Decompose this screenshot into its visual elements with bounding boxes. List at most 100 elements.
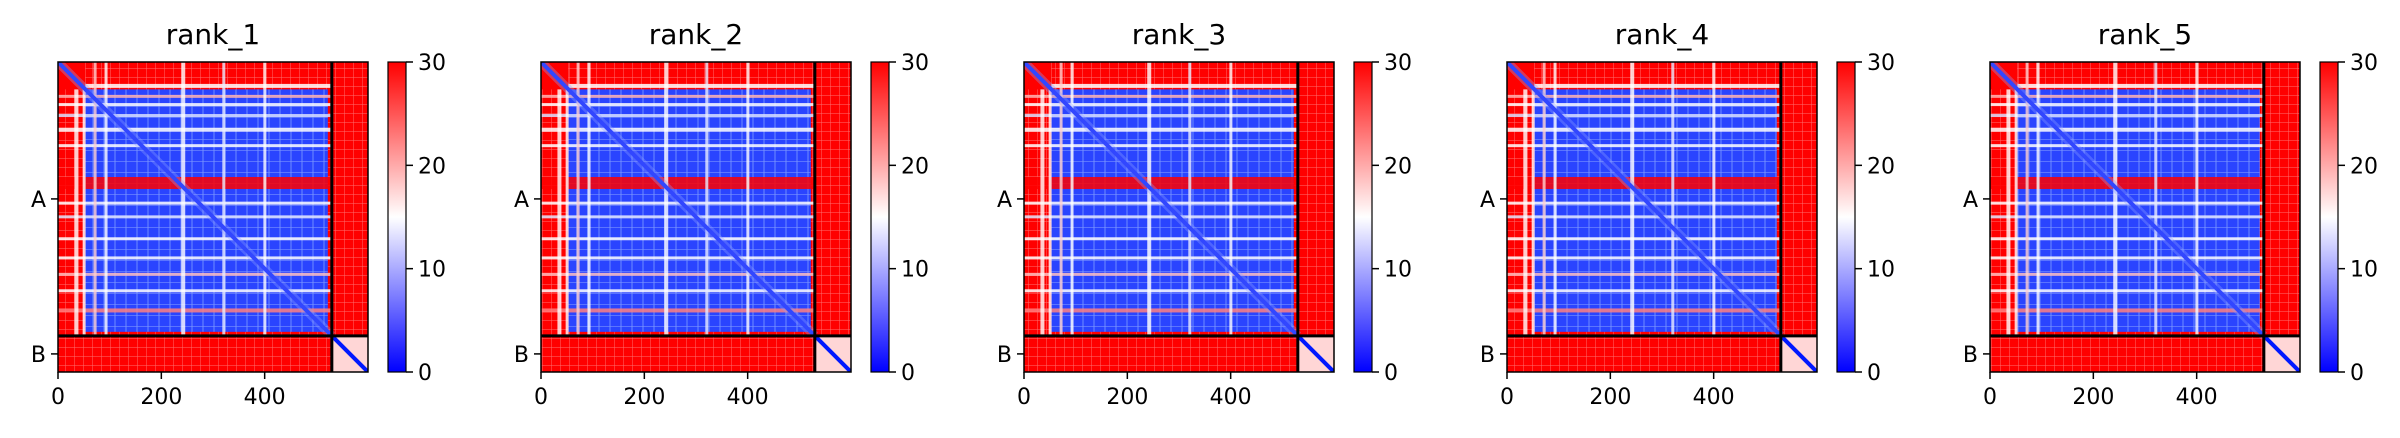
heatmap-band-row [1024, 215, 1298, 219]
heatmap-band-row [1024, 256, 1298, 260]
y-tick-label: B [31, 343, 46, 368]
y-tick-label: B [1963, 343, 1978, 368]
y-tick-label: A [514, 188, 529, 213]
heatmap-band-row [1990, 83, 2264, 88]
heatmap-band-row [1990, 114, 2264, 118]
heatmap-band-row [1507, 215, 1781, 219]
colorbar-tick-label: 0 [901, 361, 915, 386]
heatmap-band-row [1507, 272, 1781, 276]
heatmap-band-row [541, 83, 815, 88]
heatmap-band-col [2036, 62, 2040, 336]
heatmap-band-col [93, 62, 97, 336]
heatmap-band-row [58, 177, 332, 190]
heatmap-band-col [1147, 62, 1152, 336]
heatmap-band-row [1024, 103, 1298, 107]
heatmap-band-row [1024, 94, 1298, 98]
plot-frame [1989, 61, 2301, 373]
heatmap-band-col [1542, 62, 1546, 336]
heatmap-band-col [104, 62, 108, 336]
heatmap-band-row [1990, 289, 2264, 293]
heatmap-band-row [1024, 83, 1298, 88]
heatmap-band-row [541, 237, 815, 241]
heatmap-band-row [58, 256, 332, 260]
y-tick-label: A [31, 188, 46, 213]
heatmap-band-col [705, 62, 709, 336]
heatmap-diagonal-b [1296, 334, 1334, 372]
heatmap-band-col [1048, 62, 1052, 336]
colorbar-tick-label: 20 [1384, 154, 1412, 179]
heatmap-band-row [1507, 256, 1781, 260]
panel-title: rank_2 [649, 18, 743, 51]
colorbar-tick-label: 30 [1867, 51, 1895, 76]
colorbar-tick-label: 30 [2350, 51, 2378, 76]
heatmap-band-row [1507, 103, 1781, 107]
heatmap-diagonal-halo [58, 62, 336, 340]
heatmap-band-row [1990, 103, 2264, 107]
y-tick-label: A [1480, 188, 1495, 213]
heatmap-band-col [1188, 62, 1192, 336]
heatmap-diagonal-b [2262, 334, 2300, 372]
heatmap-band-row [1507, 177, 1781, 190]
colorbar-tick-label: 0 [1384, 361, 1398, 386]
heatmap-band-row [1990, 237, 2264, 241]
heatmap-band-row [1507, 83, 1781, 88]
heatmap [1507, 62, 1817, 372]
colorbar [1353, 61, 1373, 373]
y-tick-label: B [514, 343, 529, 368]
heatmap-band-row [541, 201, 815, 205]
colorbar [870, 61, 890, 373]
heatmap [541, 62, 851, 372]
heatmap-diagonal-a [1024, 62, 1300, 338]
x-tick-label: 400 [1693, 385, 1735, 410]
heatmap-band-row [541, 177, 815, 190]
heatmap-band-row [58, 215, 332, 219]
heatmap-band-row [1507, 201, 1781, 205]
heatmap-diagonal-b [813, 334, 851, 372]
x-tick-label: 0 [51, 385, 65, 410]
heatmap-band-col [74, 62, 79, 336]
heatmap-band-col [2154, 62, 2158, 336]
x-tick-label: 0 [1983, 385, 1997, 410]
heatmap-band-row [1024, 201, 1298, 205]
heatmap-band-col [1671, 62, 1675, 336]
heatmap-band-col [2025, 62, 2029, 336]
heatmap-band-row [1507, 237, 1781, 241]
heatmap-diagonal-a [1507, 62, 1783, 338]
heatmap-band-row [1024, 127, 1298, 132]
heatmap-band-col [1553, 62, 1557, 336]
panel-title: rank_5 [2098, 18, 2192, 51]
heatmap-band-col [1523, 62, 1528, 336]
heatmap-diagonal-a [1990, 62, 2266, 338]
heatmap-diagonal-b [1779, 334, 1817, 372]
heatmap-band-col [1040, 62, 1045, 336]
heatmap-band-row [58, 127, 332, 132]
heatmap-band-col [1070, 62, 1074, 336]
heatmap-band-col [557, 62, 562, 336]
heatmap-band-row [1990, 272, 2264, 276]
heatmap-diagonal-b [330, 334, 368, 372]
colorbar-tick-label: 20 [2350, 154, 2378, 179]
heatmap-band-row [541, 103, 815, 107]
colorbar-tick-label: 10 [1384, 258, 1412, 283]
heatmap-band-row [1507, 94, 1781, 98]
heatmap-band-col [587, 62, 591, 336]
heatmap-band-col [2014, 62, 2018, 336]
y-tick-label: B [997, 343, 1012, 368]
x-tick-label: 0 [1500, 385, 1514, 410]
heatmap-band-row [541, 256, 815, 260]
plot-frame [1023, 61, 1335, 373]
x-tick-label: 200 [1589, 385, 1631, 410]
y-tick-label: A [1963, 188, 1978, 213]
heatmap-band-row [58, 94, 332, 98]
colorbar-tick-label: 10 [901, 258, 929, 283]
x-tick-label: 400 [244, 385, 286, 410]
heatmap-band-col [1712, 62, 1716, 336]
heatmap-band-row [1507, 289, 1781, 293]
heatmap-band-row [1024, 237, 1298, 241]
heatmap-band-row [1024, 289, 1298, 293]
